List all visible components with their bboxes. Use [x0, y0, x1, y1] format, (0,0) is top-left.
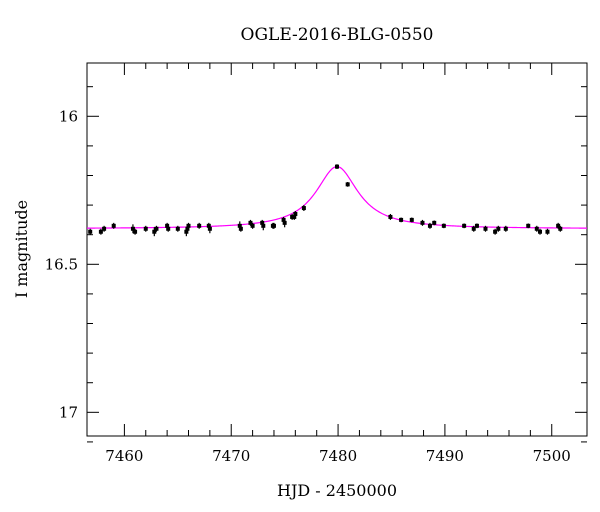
data-point [250, 223, 255, 228]
data-point [207, 226, 212, 231]
data-point [474, 223, 479, 228]
data-point [237, 223, 242, 228]
data-point [260, 220, 265, 225]
data-point [545, 229, 550, 234]
x-tick-label: 7470 [212, 447, 250, 465]
data-point [345, 182, 350, 187]
data-point [133, 229, 138, 234]
y-tick-label: 17 [59, 403, 78, 421]
model-curve [87, 166, 587, 229]
data-point [166, 226, 171, 231]
data-point [165, 223, 170, 228]
data-point [409, 217, 414, 222]
axis-ticks [87, 63, 587, 443]
data-point [238, 226, 243, 231]
data-point [271, 223, 276, 228]
data-point [197, 223, 202, 228]
data-point [88, 229, 93, 234]
data-point [98, 229, 103, 234]
data-point [427, 223, 432, 228]
data-point [154, 226, 159, 231]
data-point [175, 226, 180, 231]
data-point [102, 226, 107, 231]
data-point [537, 229, 542, 234]
plot-frame [86, 62, 588, 437]
data-point [432, 220, 437, 225]
data-point [261, 223, 266, 228]
data-point [441, 223, 446, 228]
data-point [301, 206, 306, 211]
y-tick-label: 16 [59, 107, 78, 125]
data-point [335, 164, 339, 169]
data-point [111, 223, 116, 228]
data-point [556, 223, 561, 228]
data-point [293, 211, 298, 216]
data-point [282, 220, 287, 225]
data-point [248, 220, 253, 225]
x-tick-label: 7490 [426, 447, 464, 465]
data-point [290, 214, 295, 219]
chart-title: OGLE-2016-BLG-0550 [241, 25, 434, 45]
data-point [143, 226, 148, 231]
data-point [420, 220, 425, 225]
data-point [558, 226, 563, 231]
x-tick-label: 7500 [533, 447, 571, 465]
data-point [493, 229, 498, 234]
data-point [462, 223, 467, 228]
data-point [526, 223, 531, 228]
y-axis-label: I magnitude [12, 200, 31, 298]
x-axis-label: HJD - 2450000 [277, 481, 397, 500]
data-point [185, 226, 190, 231]
x-tick-label: 7460 [105, 447, 143, 465]
data-points [88, 164, 563, 237]
y-tick-label: 16.5 [45, 255, 78, 273]
data-point [130, 226, 135, 231]
data-point [471, 226, 476, 231]
data-point [186, 223, 191, 228]
data-point [534, 226, 539, 231]
data-point [503, 226, 508, 231]
tick-labels: 7460 7470 7480 7490 7500 16 16.5 17 [45, 107, 571, 465]
data-point [399, 217, 404, 222]
data-point [152, 229, 157, 234]
data-point [292, 214, 297, 219]
data-point [496, 226, 501, 231]
data-point [184, 229, 189, 234]
data-point [206, 223, 211, 228]
data-point [281, 217, 286, 222]
data-point [388, 214, 393, 219]
data-point [483, 226, 488, 231]
x-tick-label: 7480 [319, 447, 357, 465]
